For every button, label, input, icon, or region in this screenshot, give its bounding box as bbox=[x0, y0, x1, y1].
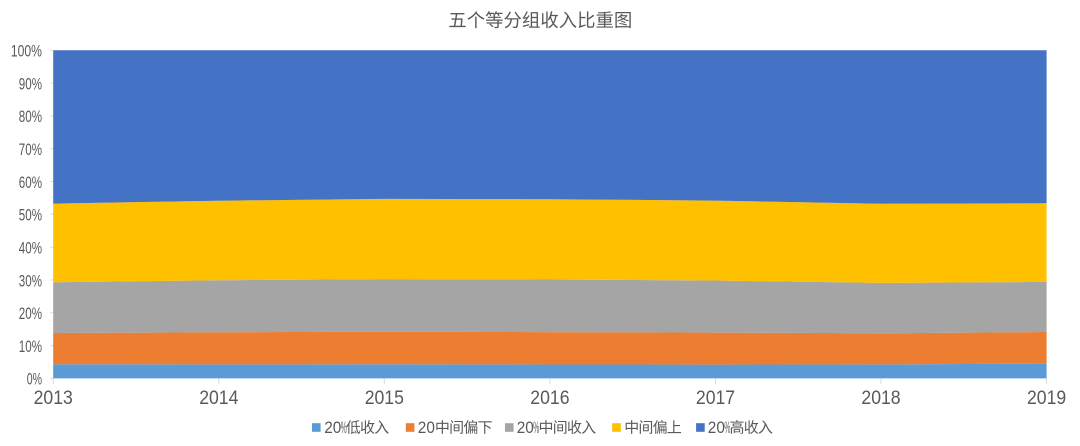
svg-text:70%: 70% bbox=[19, 141, 42, 159]
svg-text:100%: 100% bbox=[11, 43, 42, 61]
svg-text:20: 20 bbox=[418, 419, 435, 437]
svg-text:50%: 50% bbox=[19, 207, 42, 225]
svg-text:90%: 90% bbox=[19, 75, 42, 93]
svg-text:0%: 0% bbox=[27, 371, 43, 389]
svg-text:30%: 30% bbox=[19, 272, 42, 290]
svg-text:80%: 80% bbox=[19, 108, 42, 126]
svg-text:2015: 2015 bbox=[365, 388, 404, 409]
svg-text:%: % bbox=[533, 419, 539, 437]
svg-text:2018: 2018 bbox=[861, 388, 900, 409]
svg-text:40%: 40% bbox=[19, 240, 42, 258]
svg-text:%: % bbox=[724, 419, 730, 437]
svg-text:60%: 60% bbox=[19, 174, 42, 192]
svg-text:2014: 2014 bbox=[199, 388, 238, 409]
svg-text:2019: 2019 bbox=[1027, 388, 1066, 409]
svg-text:2013: 2013 bbox=[34, 388, 73, 409]
svg-text:2016: 2016 bbox=[530, 388, 569, 409]
svg-text:%: % bbox=[341, 419, 347, 437]
svg-text:10%: 10% bbox=[19, 338, 42, 356]
svg-text:20: 20 bbox=[708, 419, 725, 437]
svg-text:20: 20 bbox=[517, 419, 534, 437]
svg-text:20%: 20% bbox=[19, 305, 42, 323]
svg-text:2017: 2017 bbox=[696, 388, 735, 409]
svg-text:20: 20 bbox=[324, 419, 341, 437]
